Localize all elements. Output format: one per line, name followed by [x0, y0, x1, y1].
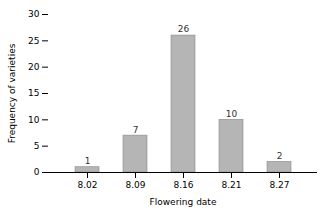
- svg-text:2: 2: [277, 151, 283, 161]
- svg-text:1: 1: [85, 156, 91, 166]
- svg-text:7: 7: [133, 125, 139, 135]
- svg-text:8.27: 8.27: [269, 180, 289, 190]
- svg-text:8.21: 8.21: [221, 180, 241, 190]
- svg-text:20: 20: [28, 62, 40, 72]
- svg-text:8.02: 8.02: [77, 180, 97, 190]
- svg-text:15: 15: [28, 88, 39, 98]
- svg-text:10: 10: [226, 109, 238, 119]
- svg-text:26: 26: [178, 24, 190, 34]
- svg-text:30: 30: [28, 9, 40, 19]
- svg-text:Flowering date: Flowering date: [150, 197, 217, 207]
- svg-text:8.16: 8.16: [173, 180, 193, 190]
- svg-text:0: 0: [34, 167, 40, 177]
- svg-text:Frequency of varieties: Frequency of varieties: [7, 43, 17, 143]
- svg-text:5: 5: [34, 141, 40, 151]
- svg-text:8.09: 8.09: [125, 180, 145, 190]
- svg-text:25: 25: [28, 36, 39, 46]
- svg-text:10: 10: [28, 115, 40, 125]
